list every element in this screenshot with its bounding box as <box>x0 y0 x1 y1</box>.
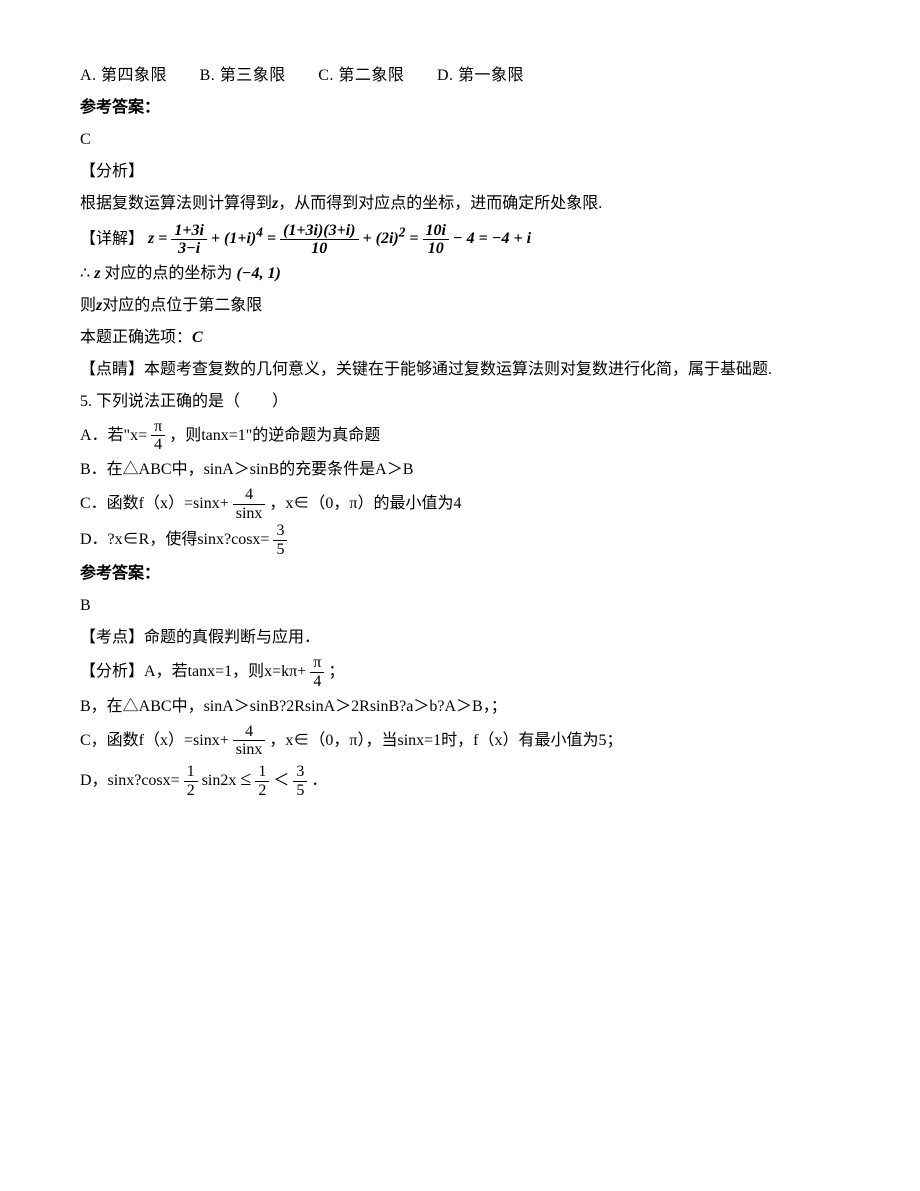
q4-opt-D: D. 第一象限 <box>437 67 524 84</box>
q4-detail: 【详解】 z = 1+3i3−i + (1+i)4 = (1+3i)(3+i)1… <box>80 220 840 258</box>
q5-opt-B: B．在△ABC中，sinA＞sinB的充要条件是A＞B <box>80 454 840 486</box>
q4-therefore: ∴ z 对应的点的坐标为 (−4, 1) <box>80 258 840 290</box>
q4-opt-C: C. 第二象限 <box>318 67 404 84</box>
q4-answer-label: 参考答案： <box>80 92 840 124</box>
q5-analysis-B: B，在△ABC中，sinA＞sinB?2RsinA＞2RsinB?a＞b?A＞B… <box>80 691 840 723</box>
q5-answer-value: B <box>80 590 840 622</box>
q4-answer-value: C <box>80 124 840 156</box>
q5-kaodian: 【考点】命题的真假判断与应用． <box>80 622 840 654</box>
q5-analysis-C: C，函数f（x）=sinx+ 4sinx ，x∈（0，π），当sinx=1时，f… <box>80 723 840 759</box>
q5-analysis-A: 【分析】A，若tanx=1，则x=kπ+ π4 ； <box>80 654 840 690</box>
q4-then: 则z对应的点位于第二象限 <box>80 290 840 322</box>
q4-equation: z = 1+3i3−i + (1+i)4 = (1+3i)(3+i)10 + (… <box>148 230 531 247</box>
q4-opt-B: B. 第三象限 <box>200 67 286 84</box>
q4-comment: 【点睛】本题考查复数的几何意义，关键在于能够通过复数运算法则对复数进行化简，属于… <box>80 354 840 386</box>
q5-analysis-D: D，sinx?cosx= 12 sin2x ≤ 12 ＜ 35 ． <box>80 759 840 799</box>
q4-analysis-label: 【分析】 <box>80 156 840 188</box>
q5-opt-A: A．若"x= π4 ，则tanx=1"的逆命题为真命题 <box>80 418 840 454</box>
q5-answer-label: 参考答案： <box>80 558 840 590</box>
q4-options: A. 第四象限 B. 第三象限 C. 第二象限 D. 第一象限 <box>80 60 840 92</box>
q4-opt-A: A. 第四象限 <box>80 67 167 84</box>
q4-analysis-text: 根据复数运算法则计算得到z，从而得到对应点的坐标，进而确定所处象限. <box>80 188 840 220</box>
q4-detail-label: 【详解】 <box>80 230 144 247</box>
q5-opt-C: C．函数f（x）=sinx+ 4sinx ，x∈（0，π）的最小值为4 <box>80 486 840 522</box>
q5-opt-D: D．?x∈R，使得sinx?cosx= 35 <box>80 522 840 558</box>
q5-stem: 5. 下列说法正确的是（ ） <box>80 386 840 418</box>
q4-correct: 本题正确选项：C <box>80 322 840 354</box>
